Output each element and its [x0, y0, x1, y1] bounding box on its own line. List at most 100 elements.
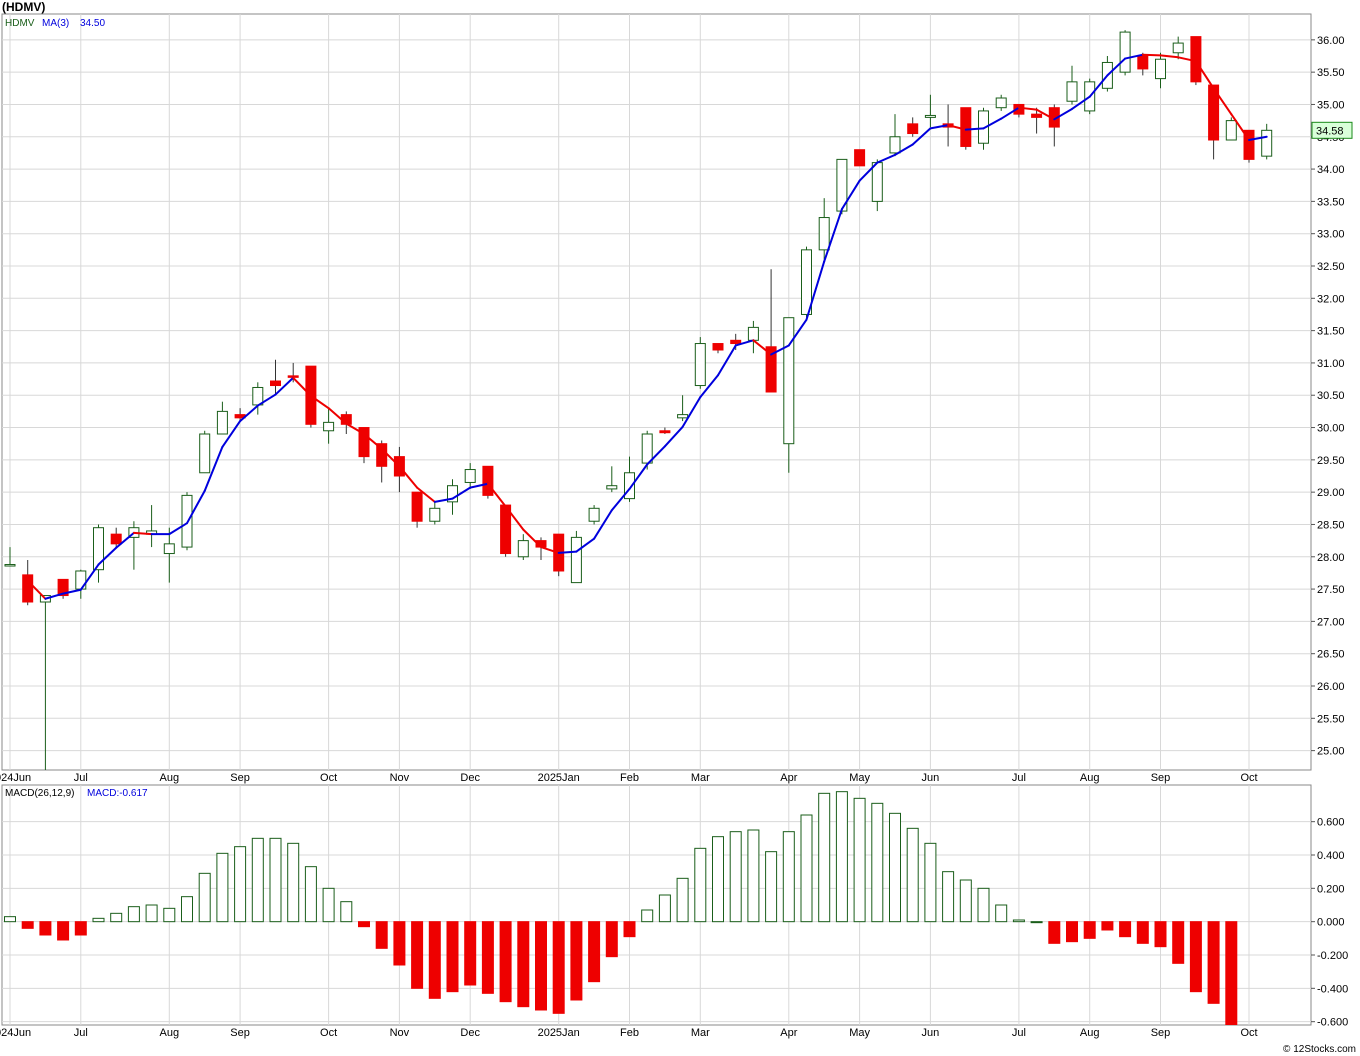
ma-line-segment	[575, 537, 596, 553]
ma-line-segment	[327, 407, 348, 425]
macd-bar	[1136, 921, 1149, 944]
ma-line-segment	[62, 588, 82, 595]
ma-line-segment	[186, 489, 206, 525]
macd-bar	[1048, 921, 1061, 944]
macd-x-tick-label: May	[849, 1027, 870, 1039]
macd-bar	[163, 907, 176, 923]
macd-bar	[942, 871, 955, 923]
ma-line-segment	[274, 376, 295, 396]
ma-line-segment	[593, 509, 613, 540]
ma-line-segment	[44, 592, 65, 600]
ma-line-segment	[380, 447, 401, 468]
macd-y-tick-label: -0.600	[1317, 1017, 1348, 1029]
candle-body	[907, 123, 919, 135]
ma-line-segment	[433, 497, 454, 503]
price-y-tick-label: 25.00	[1317, 746, 1345, 758]
ma-line-segment	[469, 482, 489, 489]
x-tick-label: Mar	[691, 772, 710, 784]
candle-body	[730, 339, 742, 345]
macd-bar	[428, 921, 441, 999]
x-tick-label: 2024Jun	[0, 772, 31, 784]
ma-line-segment	[1141, 53, 1162, 57]
macd-bar	[322, 887, 335, 923]
candle-body	[4, 564, 16, 567]
candle-body	[1261, 129, 1273, 157]
macd-bar	[818, 792, 831, 923]
macd-bar	[57, 921, 70, 941]
ma-line-segment	[115, 531, 135, 549]
ma-line-segment	[823, 208, 843, 263]
ma-line-segment	[894, 143, 914, 156]
price-y-tick-label: 27.50	[1317, 584, 1345, 596]
x-tick-label: Feb	[620, 772, 639, 784]
candle-body	[624, 472, 635, 500]
candle-body	[801, 249, 812, 315]
macd-bar	[304, 866, 317, 923]
macd-bar	[1207, 921, 1220, 1004]
candle-body	[216, 410, 228, 435]
macd-bar	[853, 797, 866, 923]
candle-body	[323, 421, 335, 432]
x-tick-label: Jun	[922, 772, 940, 784]
ma-line-segment	[840, 179, 861, 211]
macd-bar	[765, 851, 778, 923]
macd-bar	[871, 802, 884, 923]
macd-bar	[340, 901, 353, 923]
macd-bar	[393, 921, 406, 966]
ma-line-segment	[256, 393, 277, 407]
candle-body	[1243, 129, 1255, 160]
macd-bar	[588, 921, 601, 983]
ma-line-segment	[1248, 135, 1268, 141]
macd-x-tick-label: Jun	[922, 1027, 940, 1039]
macd-bar	[641, 909, 654, 923]
macd-x-tick-label: Sep	[1151, 1027, 1171, 1039]
x-tick-label: Apr	[780, 772, 797, 784]
candle-body	[93, 527, 104, 571]
ma-line-segment	[540, 546, 560, 554]
macd-bar	[234, 846, 247, 923]
macd-y-tick-label: 0.200	[1317, 883, 1345, 895]
macd-bar	[1154, 921, 1167, 948]
candle-body	[1155, 58, 1166, 80]
candle-body	[588, 507, 600, 522]
ma-line-segment	[1159, 54, 1180, 59]
ma-line-segment	[876, 153, 896, 164]
ma-line-segment	[1053, 107, 1073, 121]
macd-y-tick-label: -0.400	[1317, 983, 1348, 995]
ma-line-segment	[982, 117, 1003, 130]
macd-bar	[1101, 921, 1114, 931]
macd-bar	[623, 921, 636, 938]
candle-body	[747, 326, 759, 341]
ma-line-segment	[504, 505, 525, 531]
macd-bar	[481, 921, 494, 994]
macd-bar	[4, 916, 16, 923]
ma-line-segment	[929, 124, 950, 130]
ma-line-segment	[1177, 56, 1197, 63]
ma-line-segment	[1106, 57, 1127, 77]
ma-line-segment	[522, 528, 542, 549]
x-tick-label: Sep	[230, 772, 250, 784]
x-tick-label: Sep	[1151, 772, 1171, 784]
ma-line-segment	[203, 445, 224, 492]
candle-body	[1208, 84, 1220, 141]
candle-body	[1119, 31, 1131, 73]
macd-bar	[110, 912, 123, 923]
ma-line-segment	[717, 344, 737, 377]
candle-body	[57, 578, 69, 597]
price-y-tick-label: 28.00	[1317, 552, 1345, 564]
macd-bar	[605, 921, 618, 958]
candle-body	[163, 543, 175, 555]
macd-y-tick-label: 0.400	[1317, 850, 1345, 862]
macd-x-tick-label: 2024Jun	[0, 1027, 31, 1039]
macd-bar	[92, 917, 105, 923]
macd-bar	[535, 921, 547, 1011]
candle-body	[765, 346, 777, 393]
price-y-tick-label: 28.50	[1317, 519, 1345, 531]
ma-line-segment	[752, 339, 773, 356]
candle-body	[517, 540, 529, 558]
candle-body	[871, 162, 883, 202]
candle-body	[429, 507, 441, 522]
macd-x-tick-label: Aug	[1080, 1027, 1100, 1039]
x-tick-label: Aug	[1080, 772, 1100, 784]
